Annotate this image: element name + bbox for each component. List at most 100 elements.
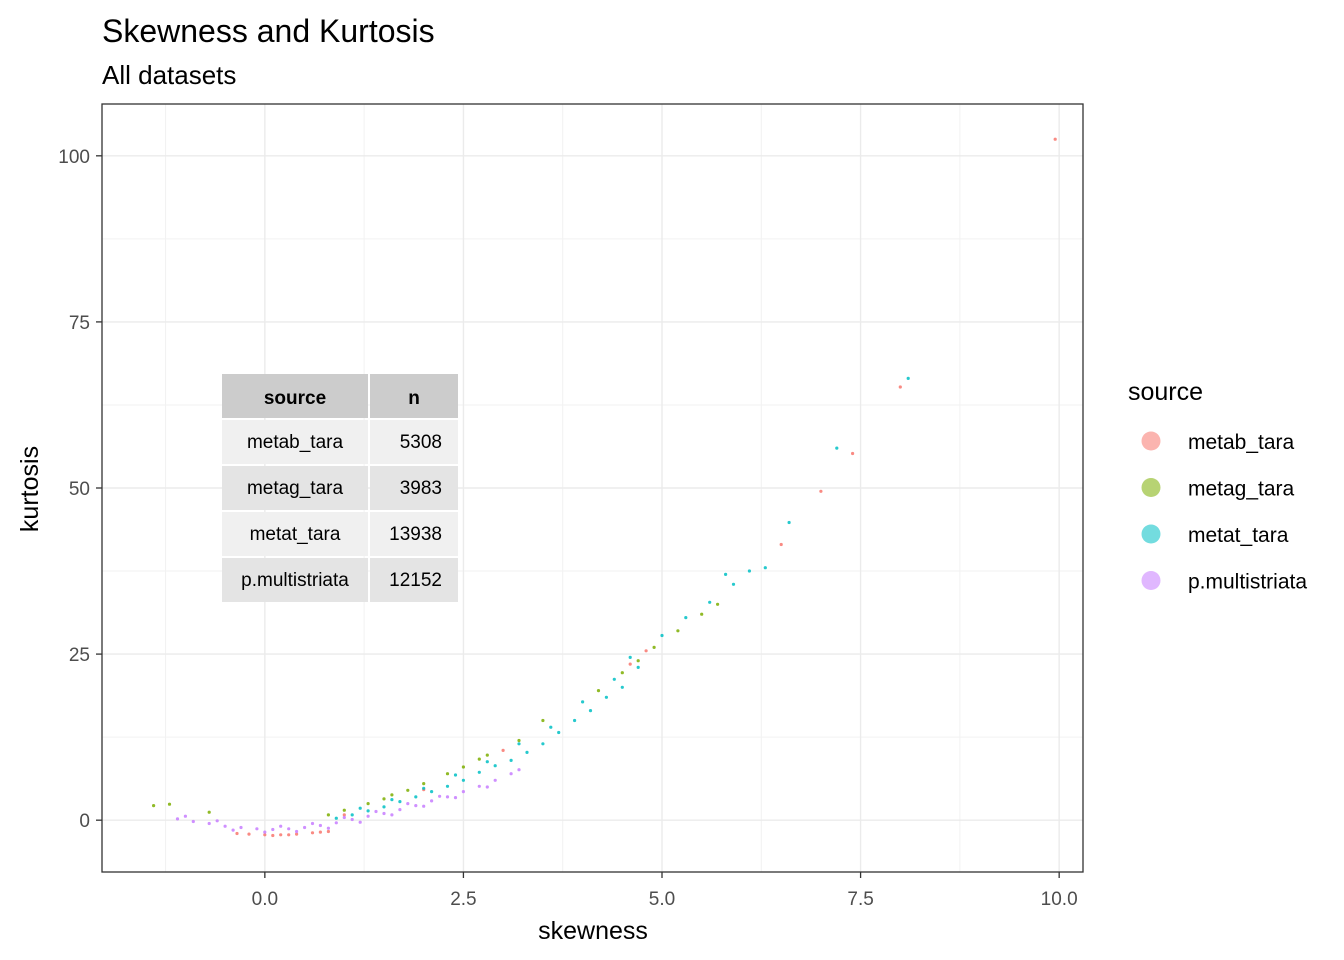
data-point [620, 685, 624, 689]
data-point [295, 829, 299, 834]
data-point [167, 802, 172, 806]
x-tick-label: 0.0 [252, 889, 278, 910]
data-point [334, 821, 338, 825]
data-point [477, 770, 481, 774]
data-point [231, 828, 235, 832]
data-point [644, 649, 648, 653]
data-point [453, 773, 458, 777]
data-point [334, 816, 338, 820]
data-point [310, 821, 315, 826]
data-point [406, 788, 410, 792]
data-point [787, 520, 791, 525]
legend-label: metag_tara [1188, 478, 1295, 501]
data-point [287, 833, 291, 837]
x-tick-label: 10.0 [1041, 889, 1078, 910]
data-point [525, 750, 529, 755]
series-p-multistriata [175, 768, 521, 834]
data-point [326, 813, 330, 817]
data-point [493, 778, 497, 782]
data-point [898, 385, 902, 389]
data-point [517, 768, 521, 772]
data-point [477, 784, 481, 788]
data-point [342, 808, 346, 812]
data-point [445, 795, 450, 799]
table-header-source: source [264, 388, 326, 409]
legend-swatch [1141, 571, 1161, 590]
data-point [326, 826, 330, 830]
data-point [326, 829, 330, 834]
data-point [557, 730, 561, 735]
data-point [636, 659, 640, 663]
data-point [223, 824, 227, 828]
table-count-value: 13938 [389, 524, 442, 545]
data-point [628, 662, 632, 666]
legend-label: metat_tara [1188, 524, 1289, 547]
data-point [517, 738, 521, 743]
data-point [255, 827, 259, 831]
data-point [382, 811, 386, 816]
table-count-value: 5308 [400, 432, 442, 453]
table-cell [370, 420, 458, 464]
data-point [382, 797, 386, 801]
data-point [620, 671, 624, 675]
table-count-value: 12152 [389, 570, 442, 591]
data-point [310, 831, 315, 835]
data-point [239, 825, 243, 830]
data-point [247, 832, 251, 836]
data-point [207, 810, 211, 814]
legend: source metab_tara metag_tara metat_tara p.m… [1128, 378, 1307, 594]
data-point [485, 753, 489, 757]
data-point [477, 757, 481, 761]
data-point [731, 582, 736, 586]
scatter-points [152, 137, 1057, 838]
data-point [652, 645, 656, 650]
data-point [390, 813, 394, 817]
data-point [350, 817, 354, 822]
data-point [779, 542, 783, 547]
series-metag-tara [152, 602, 720, 817]
x-axis-title: skewness [538, 917, 648, 945]
table-count-value: 3983 [400, 478, 442, 499]
legend-label: p.multistriata [1188, 571, 1307, 594]
data-point [763, 566, 767, 570]
data-point [366, 802, 370, 806]
data-point [366, 814, 370, 818]
data-point [835, 446, 839, 450]
data-point [406, 802, 410, 806]
data-point [851, 451, 855, 456]
data-point [509, 772, 513, 776]
data-point [660, 633, 664, 638]
data-point [398, 808, 402, 812]
data-point [342, 815, 346, 820]
data-point [461, 790, 465, 794]
x-tick-label: 5.0 [649, 889, 675, 910]
data-point [183, 814, 187, 818]
data-point [581, 700, 585, 704]
data-point [708, 600, 712, 604]
data-point [461, 765, 465, 769]
data-point [422, 804, 426, 808]
table-header-cell [222, 374, 368, 418]
data-point [906, 376, 910, 380]
data-point [271, 827, 275, 832]
table-source-value: metab_tara [247, 432, 344, 453]
data-point [588, 709, 593, 713]
table-source-value: p.multistriata [241, 570, 349, 591]
data-point [684, 616, 688, 620]
data-point [318, 823, 322, 828]
data-point [263, 833, 267, 837]
data-point [263, 830, 267, 834]
data-point [445, 772, 450, 776]
data-point [501, 748, 505, 753]
data-point [295, 832, 299, 836]
data-point [358, 806, 362, 810]
data-point [350, 813, 354, 817]
data-point [287, 827, 291, 831]
table-cell [370, 512, 458, 556]
data-point [541, 718, 545, 723]
data-point [819, 489, 823, 493]
table-cell [370, 558, 458, 602]
y-axis: 0 25 50 75 100 [58, 147, 102, 832]
y-tick-label: 25 [69, 645, 90, 666]
